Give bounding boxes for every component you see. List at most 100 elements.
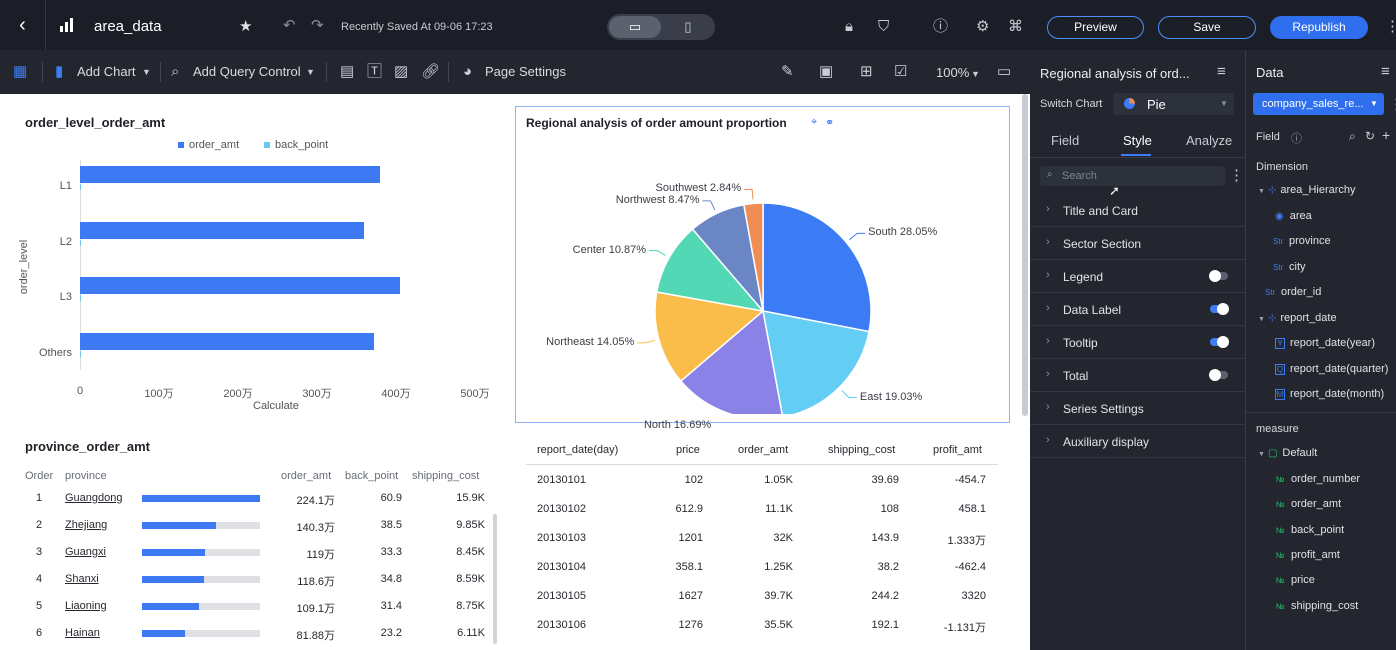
bar-others[interactable] xyxy=(80,332,374,350)
zoom-select[interactable]: 100% xyxy=(936,65,970,80)
tab-field[interactable]: Field xyxy=(1051,133,1080,148)
canvas-scrollbar[interactable] xyxy=(1022,94,1028,416)
pie-slice-northeast[interactable] xyxy=(654,291,765,383)
toggle-switch[interactable] xyxy=(1209,270,1228,282)
style-section-legend[interactable]: › Legend xyxy=(1030,260,1245,293)
check-icon[interactable]: ☑ xyxy=(894,63,908,80)
dimension-field[interactable]: ◉ area xyxy=(1275,209,1312,224)
refresh-icon[interactable]: ↻ xyxy=(1365,129,1376,143)
search-icon[interactable]: ⌕ xyxy=(1349,129,1356,143)
province-link[interactable]: Guangdong xyxy=(65,492,123,504)
province-link[interactable]: Zhejiang xyxy=(65,519,108,531)
style-section-tooltip[interactable]: › Tooltip xyxy=(1030,326,1245,359)
style-section-title-and-card[interactable]: › Title and Card xyxy=(1030,194,1245,227)
province-link[interactable]: Hainan xyxy=(65,627,100,639)
link-icon[interactable]: ⚭ xyxy=(825,117,835,129)
desktop-view-button[interactable]: ▭ xyxy=(609,16,661,38)
collapse-data-icon[interactable]: ≡ xyxy=(1381,63,1390,80)
style-search-input[interactable]: ⌕ Search xyxy=(1040,166,1225,186)
republish-button[interactable]: Republish xyxy=(1270,16,1368,39)
legend-item-back-point[interactable]: back_point xyxy=(264,139,328,151)
province-link[interactable]: Guangxi xyxy=(65,546,106,558)
measure-field[interactable]: № order_number xyxy=(1275,472,1360,487)
redo-icon[interactable]: ↷ xyxy=(311,17,324,34)
move-icon[interactable]: ⌖ xyxy=(811,116,818,128)
page-settings-button[interactable]: Page Settings xyxy=(485,64,566,79)
chevron-down-icon[interactable]: ▼ xyxy=(142,67,151,77)
report-icon[interactable]: ▣ xyxy=(819,63,834,80)
measure-field[interactable]: № profit_amt xyxy=(1275,548,1340,563)
more-icon[interactable]: ⋮ xyxy=(1389,97,1396,113)
more-options-icon[interactable]: ⋮ xyxy=(1229,167,1244,184)
chevron-down-icon[interactable]: ▼ xyxy=(306,67,315,77)
share-icon[interactable]: ⌘ xyxy=(1008,18,1023,35)
add-chart-button[interactable]: Add Chart xyxy=(77,64,136,79)
bar-back-point-l2[interactable] xyxy=(80,239,81,246)
dashboard-title[interactable]: area_data xyxy=(94,18,162,35)
back-button[interactable]: ‹ xyxy=(0,0,46,50)
pie-chart-card[interactable] xyxy=(515,106,1010,423)
dataset-select[interactable]: company_sales_re... ▼ xyxy=(1253,93,1384,115)
bar-back-point-l3[interactable] xyxy=(80,295,81,301)
brush-icon[interactable]: ✎ xyxy=(781,63,794,80)
measure-field[interactable]: № back_point xyxy=(1275,523,1345,538)
tab-style[interactable]: Style xyxy=(1123,133,1152,148)
pie-slice-east[interactable] xyxy=(762,310,870,414)
dimension-field[interactable]: Str province xyxy=(1273,234,1331,249)
mobile-view-button[interactable]: ▯ xyxy=(684,19,692,34)
more-icon[interactable]: ⋮ xyxy=(1385,18,1396,35)
bar-back-point-others[interactable] xyxy=(80,350,81,357)
collapse-panel-icon[interactable]: ≡ xyxy=(1217,63,1226,80)
settings-icon[interactable]: ⚙ xyxy=(976,18,990,35)
chart-icon[interactable]: ▦ xyxy=(13,63,28,80)
style-section-auxiliary-display[interactable]: › Auxiliary display xyxy=(1030,425,1245,458)
star-icon[interactable]: ★ xyxy=(239,18,253,35)
tab-icon[interactable]: ▤ xyxy=(340,63,355,80)
bar-l2[interactable] xyxy=(80,221,365,239)
undo-icon[interactable]: ↶ xyxy=(283,17,296,34)
structure-icon[interactable]: ⊞ xyxy=(860,63,873,80)
toggle-switch[interactable] xyxy=(1209,369,1228,381)
style-section-total[interactable]: › Total xyxy=(1030,359,1245,392)
style-section-series-settings[interactable]: › Series Settings xyxy=(1030,392,1245,425)
save-button[interactable]: Save xyxy=(1158,16,1256,39)
chart-type-select[interactable]: Pie ▼ xyxy=(1113,93,1234,115)
bar-l1[interactable] xyxy=(80,166,381,183)
pie-slice-north[interactable] xyxy=(679,309,783,414)
dimension-field[interactable]: Str order_id xyxy=(1265,285,1321,300)
chevron-down-icon[interactable]: ▼ xyxy=(971,69,980,79)
province-link[interactable]: Liaoning xyxy=(65,600,107,612)
help-icon[interactable]: ⓘ xyxy=(933,18,949,35)
province-link[interactable]: Shanxi xyxy=(65,573,99,585)
style-section-data-label[interactable]: › Data Label xyxy=(1030,293,1245,326)
pie-slice-southwest[interactable] xyxy=(742,202,764,312)
grid-icon[interactable]: ▭ xyxy=(997,63,1012,80)
legend-item-order-amt[interactable]: order_amt xyxy=(178,139,239,151)
measure-field[interactable]: № shipping_cost xyxy=(1275,599,1359,614)
pie-slice-center[interactable] xyxy=(655,228,765,313)
pie-slice-south[interactable] xyxy=(762,202,872,333)
add-query-control-button[interactable]: Add Query Control xyxy=(193,64,301,79)
lock-icon[interactable]: 🔒︎ xyxy=(845,18,853,35)
bar-back-point-l1[interactable] xyxy=(80,184,81,190)
image-icon[interactable]: ▨ xyxy=(394,63,409,80)
preview-button[interactable]: Preview xyxy=(1047,16,1144,39)
style-section-sector-section[interactable]: › Sector Section xyxy=(1030,227,1245,260)
measure-field[interactable]: № order_amt xyxy=(1275,497,1341,512)
bar-l3[interactable] xyxy=(80,277,400,294)
link-icon[interactable]: 🔗︎ xyxy=(421,63,441,80)
toggle-switch[interactable] xyxy=(1210,303,1229,315)
dimension-field[interactable]: ▼ ⊹ area_Hierarchy xyxy=(1258,183,1356,199)
dimension-field[interactable]: Str city xyxy=(1273,260,1306,275)
toggle-switch[interactable] xyxy=(1210,336,1229,348)
measure-group[interactable]: ▼ ▢ Default xyxy=(1258,446,1317,462)
shield-icon[interactable]: ⛉ xyxy=(878,18,890,35)
add-icon[interactable]: + xyxy=(1382,127,1391,143)
measure-field[interactable]: № price xyxy=(1275,573,1315,588)
text-icon[interactable]: 🅃 xyxy=(367,63,383,80)
list-scrollbar[interactable] xyxy=(493,514,497,644)
dimension-field[interactable]: ▼ ⊹ report_date xyxy=(1258,311,1337,327)
